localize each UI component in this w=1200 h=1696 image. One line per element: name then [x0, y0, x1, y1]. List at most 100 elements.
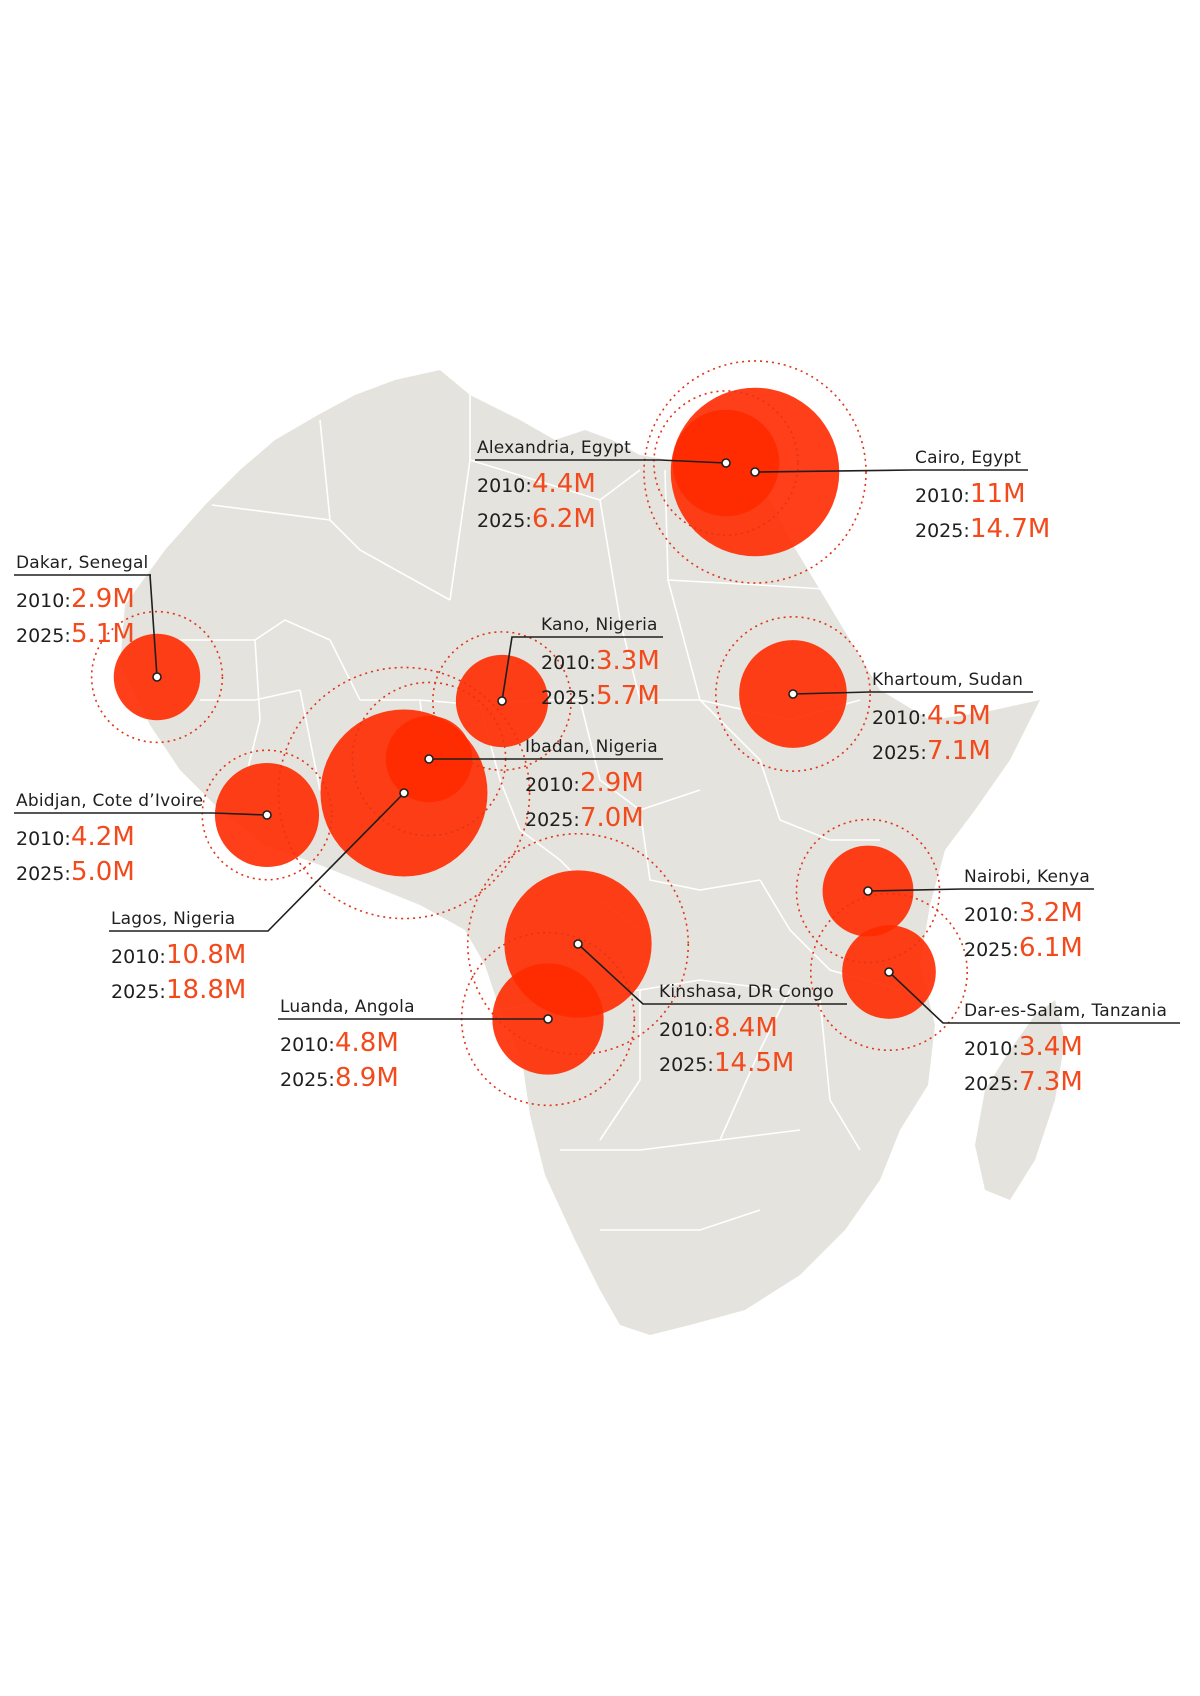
kano-leader-line: [501, 636, 539, 702]
dares-marker-dot: [884, 967, 894, 977]
kinshasa-year-2010-label: 2010:: [659, 1019, 714, 1041]
ibadan-city-name: Ibadan, Nigeria: [525, 737, 658, 757]
alexandria-city-name: Alexandria, Egypt: [477, 438, 631, 458]
kano-2025-halo: [432, 631, 572, 771]
ibadan-pop-2025-value: 7.0M: [580, 803, 644, 833]
alexandria-2025-halo: [653, 390, 799, 536]
luanda-city-name: Luanda, Angola: [280, 997, 415, 1017]
cairo-city-name: Cairo, Egypt: [915, 448, 1021, 468]
kano-city-name: Kano, Nigeria: [541, 615, 658, 635]
abidjan-year-2025-label: 2025:: [16, 863, 71, 885]
dares-year-2010-label: 2010:: [964, 1038, 1019, 1060]
cairo-leader-line: [754, 469, 914, 473]
dakar-year-2010-label: 2010:: [16, 590, 71, 612]
dakar-city-name: Dakar, Senegal: [16, 553, 148, 573]
dakar-marker-dot: [152, 672, 162, 682]
abidjan-pop-2025-value: 5.0M: [71, 857, 135, 887]
lagos-year-2025-label: 2025:: [111, 981, 166, 1003]
ibadan-marker-dot: [424, 754, 434, 764]
ibadan-year-2010-label: 2010:: [525, 774, 580, 796]
ibadan-year-2025-label: 2025:: [525, 809, 580, 831]
africa-continent-shape: [120, 370, 1040, 1335]
abidjan-year-2010-label: 2010:: [16, 828, 71, 850]
madagascar-shape: [975, 1000, 1065, 1200]
kinshasa-city-name: Kinshasa, DR Congo: [659, 982, 834, 1002]
lagos-2025-halo: [277, 666, 531, 920]
dakar-year-2025-label: 2025:: [16, 625, 71, 647]
abidjan-city-name: Abidjan, Cote d’Ivoire: [16, 791, 203, 811]
luanda-year-2025-label: 2025:: [280, 1069, 335, 1091]
khartoum-year-2025-label: 2025:: [872, 742, 927, 764]
nairobi-city-name: Nairobi, Kenya: [964, 867, 1090, 887]
kano-pop-2025-value: 5.7M: [596, 681, 660, 711]
abidjan-leader-line: [212, 812, 268, 816]
nairobi-year-2025-label: 2025:: [964, 939, 1019, 961]
lagos-leader-line: [241, 792, 405, 932]
kano-pop-2010-value: 3.3M: [596, 646, 660, 676]
dakar-pop-2010-value: 2.9M: [71, 584, 135, 614]
kinshasa-marker-dot: [573, 939, 583, 949]
kinshasa-pop-2010-value: 8.4M: [714, 1013, 778, 1043]
nairobi-pop-2010-value: 3.2M: [1019, 898, 1083, 928]
luanda-year-2010-label: 2010:: [280, 1034, 335, 1056]
nairobi-2025-halo: [795, 818, 941, 964]
cairo-pop-2025-value: 14.7M: [970, 514, 1050, 544]
khartoum-2025-halo: [715, 616, 871, 772]
luanda-pop-2025-value: 8.9M: [335, 1063, 399, 1093]
kano-year-2010-label: 2010:: [541, 652, 596, 674]
leader-lines: [14, 458, 1180, 1024]
alexandria-pop-2025-value: 6.2M: [532, 504, 596, 534]
abidjan-2025-halo: [201, 749, 333, 881]
nairobi-leader-line: [867, 888, 963, 892]
khartoum-city-name: Khartoum, Sudan: [872, 670, 1023, 690]
nairobi-marker-dot: [863, 886, 873, 896]
khartoum-pop-2025-value: 7.1M: [927, 736, 991, 766]
kinshasa-year-2025-label: 2025:: [659, 1054, 714, 1076]
luanda-marker-dot: [543, 1014, 553, 1024]
abidjan-marker-dot: [262, 810, 272, 820]
lagos-pop-2025-value: 18.8M: [166, 975, 246, 1005]
alexandria-year-2010-label: 2010:: [477, 475, 532, 497]
cairo-pop-2010-value: 11M: [970, 479, 1026, 509]
lagos-city-name: Lagos, Nigeria: [111, 909, 235, 929]
lagos-pop-2010-value: 10.8M: [166, 940, 246, 970]
khartoum-year-2010-label: 2010:: [872, 707, 927, 729]
kano-year-2025-label: 2025:: [541, 687, 596, 709]
kinshasa-2025-halo: [466, 832, 690, 1056]
alexandria-marker-dot: [721, 458, 731, 468]
dares-pop-2010-value: 3.4M: [1019, 1032, 1083, 1062]
cairo-year-2025-label: 2025:: [915, 520, 970, 542]
khartoum-marker-dot: [788, 689, 798, 699]
nairobi-pop-2025-value: 6.1M: [1019, 933, 1083, 963]
kano-marker-dot: [497, 696, 507, 706]
cairo-year-2010-label: 2010:: [915, 485, 970, 507]
dares-2025-halo: [809, 892, 969, 1052]
kinshasa-pop-2025-value: 14.5M: [714, 1048, 794, 1078]
lagos-year-2010-label: 2010:: [111, 946, 166, 968]
luanda-pop-2010-value: 4.8M: [335, 1028, 399, 1058]
abidjan-pop-2010-value: 4.2M: [71, 822, 135, 852]
dares-city-name: Dar-es-Salam, Tanzania: [964, 1001, 1167, 1021]
cairo-marker-dot: [750, 467, 760, 477]
dares-year-2025-label: 2025:: [964, 1073, 1019, 1095]
khartoum-pop-2010-value: 4.5M: [927, 701, 991, 731]
dares-pop-2025-value: 7.3M: [1019, 1067, 1083, 1097]
khartoum-leader-line: [792, 691, 871, 695]
alexandria-leader-line: [659, 459, 727, 464]
dakar-2025-halo: [90, 610, 224, 744]
dakar-pop-2025-value: 5.1M: [71, 619, 135, 649]
kinshasa-leader-line: [577, 943, 657, 1005]
dares-leader-line: [888, 971, 962, 1024]
